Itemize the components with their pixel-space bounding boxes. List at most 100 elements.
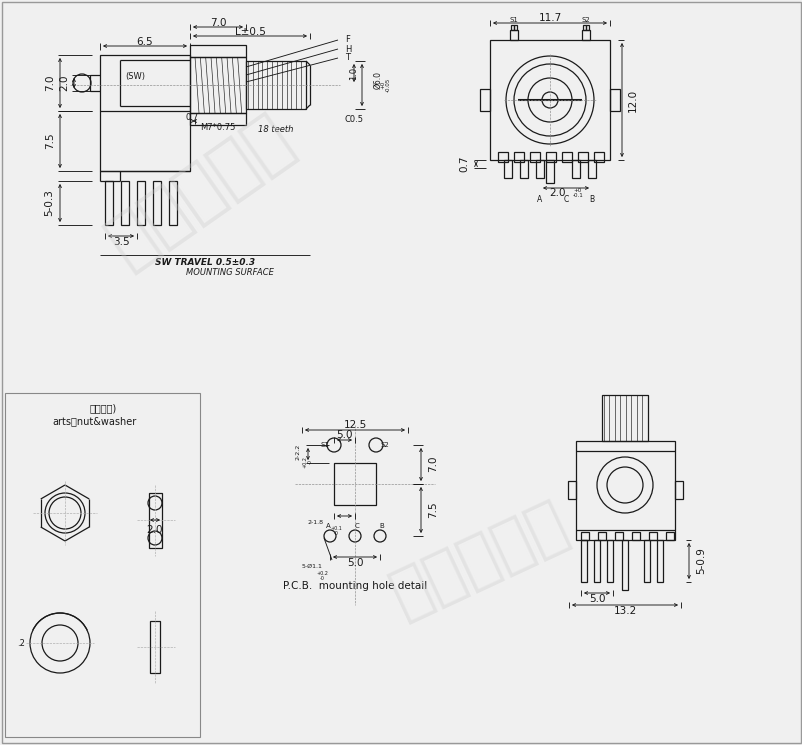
Bar <box>5 393 200 737</box>
Bar <box>575 441 674 540</box>
Text: 口可选件): 口可选件) <box>89 403 116 413</box>
Text: 7.0: 7.0 <box>427 456 437 472</box>
Text: C0.5: C0.5 <box>345 115 363 124</box>
Text: M7*0.75: M7*0.75 <box>200 122 236 132</box>
Bar <box>137 181 145 225</box>
Text: F: F <box>345 36 350 45</box>
Bar <box>597 532 606 540</box>
Text: 2-2.2: 2-2.2 <box>295 444 300 460</box>
Text: arts：nut&washer: arts：nut&washer <box>53 416 137 426</box>
Text: 7.5: 7.5 <box>45 133 55 149</box>
Bar <box>334 463 375 505</box>
Text: S1: S1 <box>509 17 518 23</box>
Text: 3.5: 3.5 <box>112 237 129 247</box>
Text: SW TRAVEL 0.5±0.3: SW TRAVEL 0.5±0.3 <box>155 259 255 267</box>
Bar <box>121 181 129 225</box>
Text: 博仕微电子: 博仕微电子 <box>95 103 304 277</box>
Bar <box>100 55 190 171</box>
Bar <box>535 160 543 178</box>
Text: 5-0.3: 5-0.3 <box>44 189 54 217</box>
Text: 6.5: 6.5 <box>136 37 153 47</box>
Text: .2: .2 <box>17 638 25 647</box>
Bar <box>545 152 555 162</box>
Bar <box>190 113 245 125</box>
Text: A: A <box>537 195 542 204</box>
Text: +0
-0.05: +0 -0.05 <box>380 78 391 92</box>
Bar <box>190 57 245 113</box>
Bar <box>593 540 599 582</box>
Bar <box>674 481 683 499</box>
Text: 5-0.9: 5-0.9 <box>695 548 705 574</box>
Bar <box>577 152 587 162</box>
Text: MOUNTING SURFACE: MOUNTING SURFACE <box>186 268 273 277</box>
Text: 5.0: 5.0 <box>588 594 605 604</box>
Bar <box>567 481 575 499</box>
Bar <box>480 89 489 111</box>
Text: +0.1
-0: +0.1 -0 <box>330 526 342 536</box>
Bar <box>587 160 595 178</box>
Text: 12.5: 12.5 <box>343 420 367 430</box>
Bar <box>610 89 619 111</box>
Text: S1: S1 <box>320 442 329 448</box>
Bar <box>622 540 627 590</box>
Bar <box>190 45 245 57</box>
Text: A: A <box>326 523 330 529</box>
Bar <box>497 152 508 162</box>
Text: +0
-0.1: +0 -0.1 <box>572 188 582 198</box>
Bar <box>513 152 524 162</box>
Text: (SW): (SW) <box>125 72 145 81</box>
Text: 7.0: 7.0 <box>45 74 55 91</box>
Bar <box>489 40 610 160</box>
Text: 2.0: 2.0 <box>147 525 163 535</box>
Bar <box>602 395 647 441</box>
Text: 博仕微电子: 博仕微电子 <box>382 493 577 627</box>
Bar <box>656 540 662 582</box>
Text: 11.7: 11.7 <box>537 13 561 23</box>
Text: 7.5: 7.5 <box>427 501 437 519</box>
Bar <box>513 25 516 30</box>
Bar <box>606 540 612 582</box>
Bar <box>582 25 585 30</box>
Bar <box>545 160 553 183</box>
Text: B: B <box>379 523 384 529</box>
Bar <box>149 493 162 548</box>
Text: C: C <box>354 523 359 529</box>
Text: B: B <box>589 195 593 204</box>
Text: +0.2
-0: +0.2 -0 <box>302 456 313 468</box>
Text: 1.0: 1.0 <box>349 66 358 80</box>
Bar <box>105 181 113 225</box>
Text: 13.2: 13.2 <box>613 606 636 616</box>
Text: 5.0: 5.0 <box>335 430 352 440</box>
Bar <box>510 25 513 30</box>
Bar <box>509 30 517 40</box>
Text: 2-1.8: 2-1.8 <box>308 521 323 525</box>
Text: S2: S2 <box>380 442 389 448</box>
Text: 2.0: 2.0 <box>59 74 69 91</box>
Text: T: T <box>345 54 350 63</box>
Text: 18 teeth: 18 teeth <box>258 124 294 133</box>
Text: S2: S2 <box>581 17 589 23</box>
Text: 2.0: 2.0 <box>549 188 565 198</box>
Bar <box>581 540 586 582</box>
Text: L±0.5: L±0.5 <box>234 27 265 37</box>
Bar <box>614 532 622 540</box>
Bar <box>665 532 673 540</box>
Bar <box>561 152 571 162</box>
Bar <box>245 61 306 109</box>
Bar <box>585 25 588 30</box>
Bar <box>631 532 639 540</box>
Bar <box>581 532 588 540</box>
Text: Ø6.0: Ø6.0 <box>373 71 382 89</box>
Text: 5-Ø1.1: 5-Ø1.1 <box>302 563 322 568</box>
Text: 5.0: 5.0 <box>346 558 363 568</box>
Text: C: C <box>563 195 568 204</box>
Bar <box>153 181 160 225</box>
Text: 7.0: 7.0 <box>209 18 226 28</box>
Bar <box>643 540 649 582</box>
Bar <box>581 30 589 40</box>
Text: 12.0: 12.0 <box>627 89 638 112</box>
Text: 0.7: 0.7 <box>459 156 468 172</box>
Bar <box>648 532 656 540</box>
Bar <box>593 152 603 162</box>
Text: +0.2
-0: +0.2 -0 <box>316 571 327 581</box>
